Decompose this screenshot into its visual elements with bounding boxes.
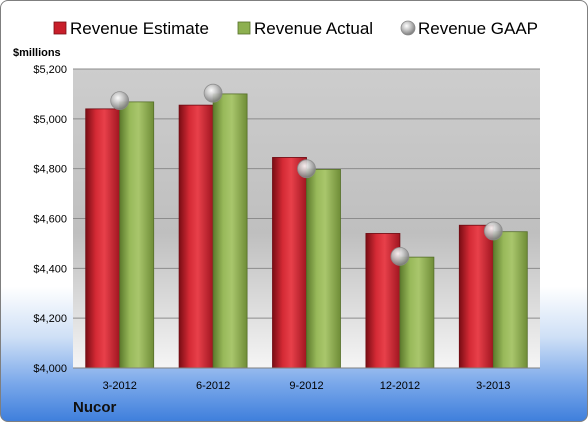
- y-axis-label: $millions: [13, 47, 61, 59]
- y-tick-label: $4,400: [33, 263, 67, 275]
- legend-swatch: [53, 21, 67, 35]
- marker-revenue-gaap: [110, 91, 130, 111]
- x-tick-label: 3-2013: [476, 380, 510, 392]
- marker-revenue-gaap: [483, 221, 503, 241]
- legend: Revenue Estimate Revenue Actual Revenue GA…: [53, 19, 538, 38]
- y-tick-label: $4,800: [33, 164, 67, 176]
- bar-revenue-estimate: [272, 157, 307, 369]
- y-tick-label: $5,000: [33, 114, 67, 126]
- x-tick-label: 6-2012: [196, 380, 230, 392]
- y-tick-label: $4,600: [33, 214, 67, 226]
- bar-revenue-actual: [119, 101, 155, 369]
- x-axis-ticks: 3-2012 6-2012 9-2012 12-2012 3-2013: [103, 380, 511, 392]
- bar-revenue-actual: [399, 256, 435, 369]
- company-name: Nucor: [73, 399, 117, 416]
- y-axis-ticks: $4,000 $4,200 $4,400 $4,600 $4,800 $5,000 $5,2…: [33, 64, 67, 375]
- bars: [85, 93, 528, 369]
- bar-revenue-actual: [306, 169, 341, 369]
- x-tick-label: 12-2012: [380, 380, 420, 392]
- bar-revenue-estimate: [458, 224, 494, 369]
- marker-revenue-gaap: [390, 246, 410, 266]
- y-tick-label: $4,200: [33, 313, 67, 325]
- y-tick-label: $4,000: [33, 363, 67, 375]
- legend-label: Revenue GAAP: [418, 19, 538, 38]
- bar-revenue-estimate: [85, 108, 121, 369]
- marker-revenue-gaap: [203, 83, 223, 103]
- bar-revenue-actual: [492, 231, 528, 369]
- bar-revenue-actual: [212, 93, 248, 369]
- x-tick-label: 9-2012: [289, 380, 323, 392]
- bar-revenue-estimate: [178, 104, 214, 369]
- y-tick-label: $5,200: [33, 64, 67, 76]
- legend-swatch: [400, 20, 416, 36]
- legend-swatch: [237, 21, 251, 35]
- gaap-markers: [110, 83, 503, 266]
- legend-label: Revenue Estimate: [70, 19, 209, 38]
- x-tick-label: 3-2012: [103, 380, 137, 392]
- legend-label: Revenue Actual: [254, 19, 373, 38]
- marker-revenue-gaap: [297, 159, 316, 179]
